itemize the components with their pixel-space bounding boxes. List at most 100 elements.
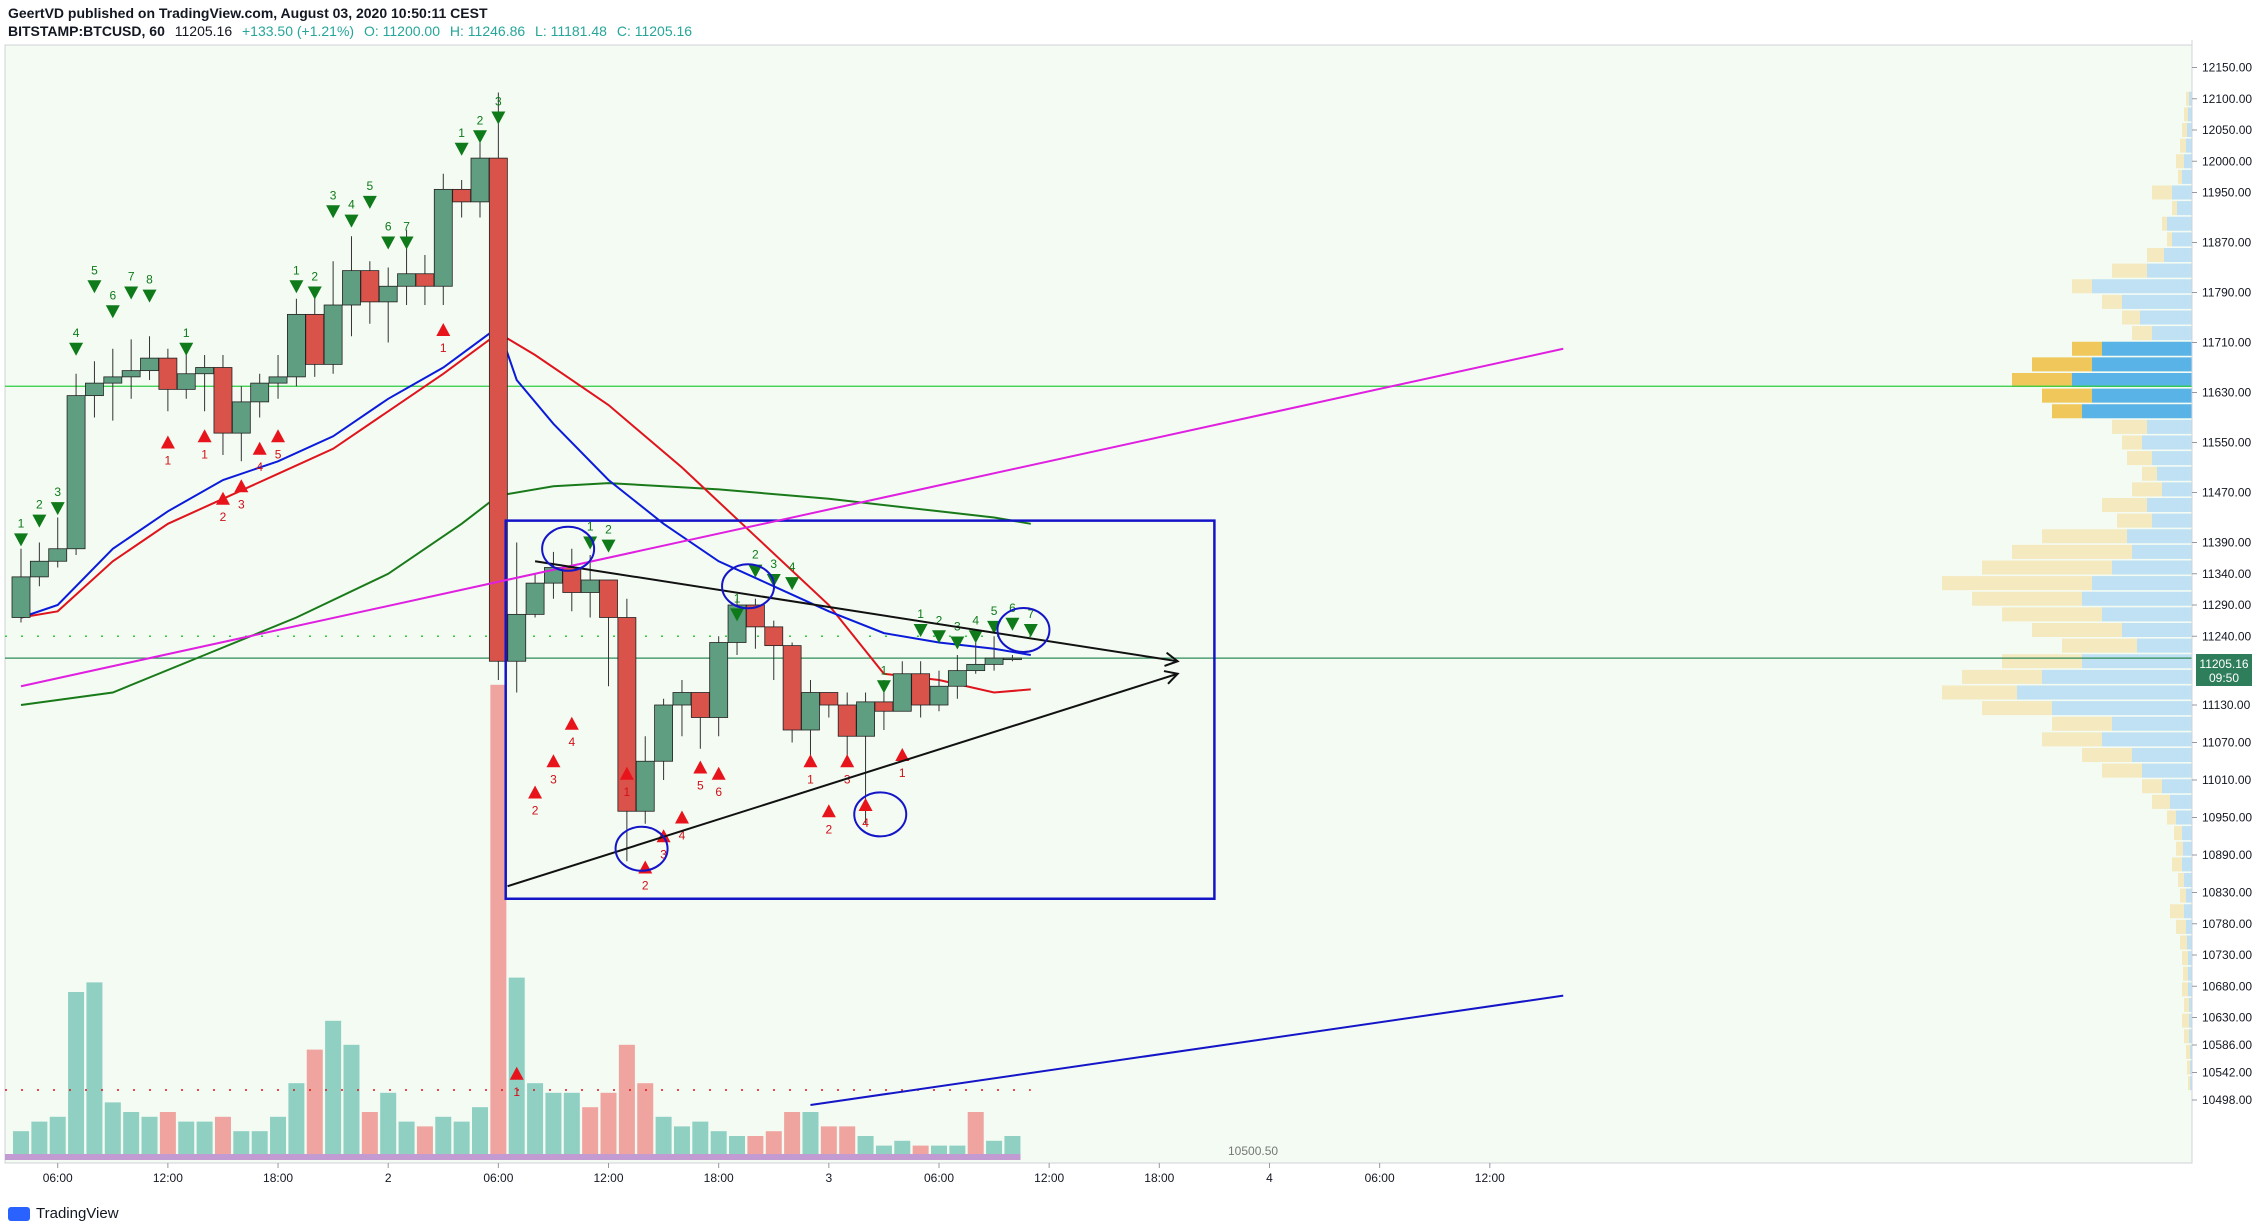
down-arrow-icon-19 bbox=[583, 536, 598, 550]
price-tick-label-0: 12150.00 bbox=[2202, 61, 2252, 75]
candle-body-50 bbox=[929, 685, 949, 706]
tradingview-logo[interactable]: TradingView bbox=[8, 1205, 119, 1222]
profile-bar-down-45 bbox=[2170, 794, 2192, 809]
up-count-14: 1 bbox=[165, 454, 172, 468]
profile-bar-down-60 bbox=[2189, 1029, 2192, 1044]
profile-bar-down-38 bbox=[2017, 685, 2192, 700]
candle-body-42 bbox=[782, 645, 802, 731]
profile-bar-up-6 bbox=[2152, 185, 2172, 200]
profile-bar-up-34 bbox=[2032, 623, 2122, 637]
profile-bar-up-61 bbox=[2186, 1044, 2190, 1059]
up-count-18: 4 bbox=[256, 460, 263, 474]
price-tick-label-12: 11340.00 bbox=[2202, 567, 2251, 581]
profile-bar-up-23 bbox=[2127, 451, 2152, 466]
profile-bar-up-54 bbox=[2180, 935, 2187, 950]
volume-bar-3 bbox=[68, 992, 85, 1160]
symbol-label: BITSTAMP:BTCUSD, 60 bbox=[8, 23, 165, 39]
down-count-12: 6 bbox=[385, 220, 392, 234]
down-count-25: 1 bbox=[881, 663, 888, 677]
profile-bar-down-19 bbox=[2092, 388, 2192, 403]
profile-bar-down-49 bbox=[2182, 857, 2192, 872]
profile-bar-up-32 bbox=[1972, 591, 2082, 606]
down-count-18: 1 bbox=[293, 263, 300, 277]
profile-bar-up-4 bbox=[2176, 154, 2184, 169]
profile-bar-up-8 bbox=[2162, 216, 2167, 231]
down-count-20: 2 bbox=[605, 523, 612, 537]
trendline-0 bbox=[20, 347, 1564, 688]
profile-bar-up-11 bbox=[2112, 263, 2147, 278]
profile-bar-up-56 bbox=[2183, 966, 2188, 981]
down-arrow-icon-18 bbox=[289, 280, 304, 294]
candle-body-24 bbox=[452, 188, 472, 203]
candle-32 bbox=[599, 579, 618, 687]
time-tick-label-13: 12:00 bbox=[1475, 1171, 1505, 1185]
down-arrow-icon-32 bbox=[1023, 624, 1038, 637]
profile-bar-down-43 bbox=[2142, 763, 2192, 778]
down-arrow-icon-4 bbox=[87, 280, 102, 294]
brand-name: TradingView bbox=[36, 1205, 119, 1222]
profile-bar-down-31 bbox=[2092, 576, 2192, 591]
profile-bar-down-10 bbox=[2164, 248, 2192, 262]
down-arrow-icon-22 bbox=[748, 564, 763, 578]
profile-bar-up-46 bbox=[2167, 810, 2176, 825]
candle-35 bbox=[654, 698, 673, 780]
profile-bar-down-30 bbox=[2112, 560, 2192, 575]
candle-body-12 bbox=[231, 401, 251, 434]
last-price: 11205.16 bbox=[174, 23, 233, 39]
profile-bar-up-27 bbox=[2117, 513, 2152, 528]
profile-bar-down-42 bbox=[2132, 748, 2192, 762]
candle-body-31 bbox=[580, 579, 600, 593]
profile-bar-up-39 bbox=[1982, 701, 2052, 716]
candle-14 bbox=[268, 355, 288, 399]
profile-bar-down-3 bbox=[2186, 138, 2192, 153]
up-arrow-icon-2 bbox=[564, 716, 579, 730]
time-tick-label-0: 06:00 bbox=[43, 1171, 73, 1185]
candle-body-43 bbox=[801, 692, 820, 731]
profile-bar-down-24 bbox=[2157, 466, 2192, 481]
candle-37 bbox=[690, 692, 710, 749]
profile-bar-up-26 bbox=[2102, 498, 2147, 512]
candle-body-32 bbox=[599, 579, 618, 618]
time-axis[interactable]: 06:00 12:00 18:00 2 06:00 12:00 18:00 3 06:00 12:… bbox=[5, 1162, 2192, 1185]
candle-body-18 bbox=[342, 270, 361, 306]
volume-bar-17 bbox=[325, 1020, 342, 1160]
profile-bar-down-56 bbox=[2188, 966, 2192, 981]
candle-body-49 bbox=[911, 673, 931, 706]
candle-body-19 bbox=[360, 270, 380, 303]
up-arrow-icon-6 bbox=[674, 810, 689, 824]
price-tick-label-2: 12050.00 bbox=[2202, 123, 2252, 137]
profile-bar-down-48 bbox=[2183, 841, 2192, 856]
profile-bar-up-31 bbox=[1942, 576, 2092, 591]
volume-bar-7 bbox=[141, 1116, 158, 1160]
up-count-13: 1 bbox=[899, 766, 906, 780]
profile-bar-down-55 bbox=[2188, 951, 2192, 966]
price-chart[interactable]: 2341234562134111234511123456781345671232… bbox=[0, 40, 2267, 1228]
candle-body-38 bbox=[709, 642, 729, 718]
open-value: O: 11200.00 bbox=[363, 23, 441, 39]
down-count-13: 7 bbox=[403, 220, 410, 234]
candle-45 bbox=[837, 692, 857, 762]
profile-bar-up-49 bbox=[2172, 857, 2182, 872]
trendline-1 bbox=[534, 560, 1178, 663]
candle-body-21 bbox=[397, 273, 416, 287]
profile-bar-down-54 bbox=[2187, 935, 2192, 950]
candle-4 bbox=[85, 361, 104, 418]
time-tick-label-11: 4 bbox=[1266, 1171, 1273, 1185]
profile-bar-up-52 bbox=[2170, 904, 2184, 919]
profile-bar-down-57 bbox=[2188, 982, 2192, 997]
candle-3 bbox=[66, 373, 86, 555]
profile-bar-down-6 bbox=[2172, 185, 2192, 200]
profile-bar-up-14 bbox=[2122, 310, 2140, 325]
up-arrow-icon-18 bbox=[252, 441, 267, 455]
volume-bar-24 bbox=[453, 1121, 470, 1160]
price-axis[interactable]: 12150.00 12100.00 12050.00 12000.00 11950.00… bbox=[2191, 40, 2252, 1163]
candle-body-15 bbox=[286, 313, 306, 378]
down-count-24: 4 bbox=[789, 560, 796, 574]
up-arrow-icon-1 bbox=[546, 754, 561, 768]
volume-bar-26 bbox=[490, 684, 507, 1160]
price-tick-label-14: 11240.00 bbox=[2202, 629, 2251, 643]
profile-bar-down-36 bbox=[2082, 654, 2192, 669]
candle-17 bbox=[323, 261, 343, 374]
price-tick-label-26: 10542.00 bbox=[2202, 1066, 2252, 1080]
profile-bar-down-58 bbox=[2189, 998, 2192, 1012]
